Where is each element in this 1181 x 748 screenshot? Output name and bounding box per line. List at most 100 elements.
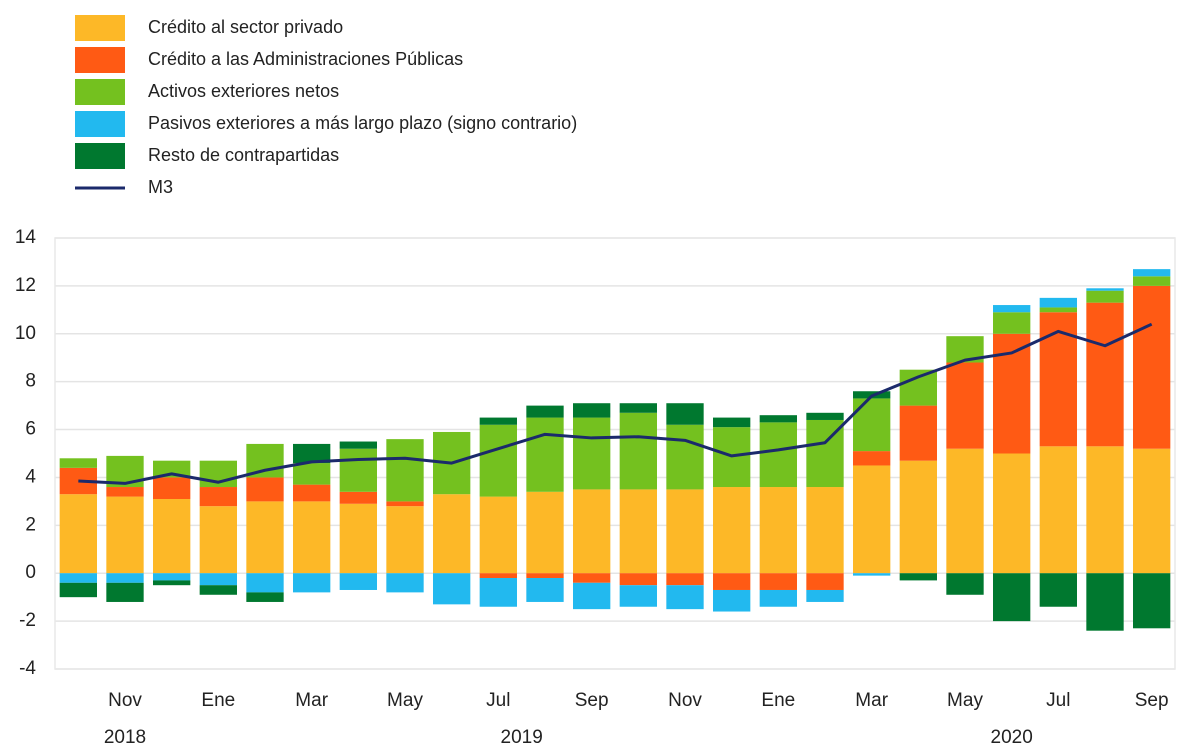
x-tick-label: Nov <box>108 690 142 711</box>
bar-segment <box>339 448 377 492</box>
bar-segment <box>59 494 97 574</box>
bar-segment <box>573 582 611 610</box>
x-tick-label: Sep <box>1135 690 1169 711</box>
bar-segment <box>293 443 331 464</box>
bar-segment <box>946 362 984 449</box>
year-label: 2019 <box>501 727 543 748</box>
x-tick-label: Ene <box>201 690 235 711</box>
bar-segment <box>339 503 377 574</box>
bar-segment <box>59 582 97 598</box>
x-tick-label: Jul <box>486 690 510 711</box>
y-tick-label: -4 <box>19 658 36 679</box>
bar-segment <box>1039 297 1077 308</box>
y-tick-label: 6 <box>25 419 36 440</box>
bar-segment <box>759 415 797 423</box>
bar-segment <box>199 585 237 595</box>
bar-segment <box>479 417 517 425</box>
bar-segment <box>759 487 797 574</box>
legend-label: M3 <box>148 177 173 197</box>
bar-segment <box>619 412 657 490</box>
legend-label: Pasivos exteriores a más largo plazo (si… <box>148 113 577 133</box>
y-tick-label: 0 <box>25 562 36 583</box>
bar-segment <box>573 573 611 583</box>
bar-segment <box>106 487 144 497</box>
bar-segment <box>526 405 564 418</box>
bar-segment <box>1086 288 1124 291</box>
bar-segment <box>479 496 517 574</box>
bar-segment <box>153 460 191 478</box>
bar-segment <box>526 491 564 574</box>
bar-segment <box>853 573 891 576</box>
bar-segment <box>666 573 704 586</box>
bar-segment <box>1086 302 1124 447</box>
bar-segment <box>526 417 564 492</box>
bar-segment <box>246 501 284 574</box>
bar-segment <box>479 424 517 497</box>
bar-segment <box>619 585 657 607</box>
bar-segment <box>526 573 564 579</box>
bar-segment <box>246 477 284 502</box>
bar-segment <box>433 494 471 574</box>
legend-label: Crédito a las Administraciones Públicas <box>148 49 463 69</box>
legend-swatch <box>75 111 125 137</box>
bar-segment <box>666 585 704 610</box>
legend-label: Crédito al sector privado <box>148 17 343 37</box>
y-tick-label: 14 <box>15 227 37 248</box>
bar-segment <box>1086 573 1124 631</box>
bar-segment <box>993 305 1031 313</box>
bar-segment <box>759 589 797 607</box>
bar-segment <box>153 580 191 586</box>
x-tick-label: Mar <box>295 690 328 711</box>
bar-segment <box>433 573 471 605</box>
plot-frame <box>54 237 1176 670</box>
bar-segment <box>1086 290 1124 303</box>
bar-segment <box>806 412 844 420</box>
bar-segment <box>339 491 377 504</box>
bar-segment <box>619 403 657 413</box>
bar-segment <box>199 506 237 574</box>
legend-swatch <box>75 143 125 169</box>
bar-segment <box>293 463 331 485</box>
bar-segment <box>339 441 377 449</box>
bar-segment <box>293 484 331 502</box>
bar-segment <box>713 589 751 612</box>
bar-segment <box>1086 446 1124 574</box>
bar-segment <box>853 451 891 466</box>
bar-segment <box>246 573 284 593</box>
x-tick-label: Ene <box>761 690 795 711</box>
x-tick-label: May <box>387 690 423 711</box>
bar-segment <box>153 498 191 574</box>
x-tick-label: Jul <box>1046 690 1070 711</box>
bar-segment <box>199 573 237 586</box>
bar-segment <box>993 453 1031 574</box>
bar-segment <box>1133 276 1171 286</box>
y-tick-label: 10 <box>15 323 36 344</box>
bar-segment <box>479 578 517 607</box>
bar-segment <box>386 439 424 502</box>
legend-label: Activos exteriores netos <box>148 81 339 101</box>
bar-segment <box>806 573 844 590</box>
bar-segment <box>59 458 97 468</box>
y-tick-label: -2 <box>19 610 36 631</box>
bar-segment <box>386 501 424 507</box>
bar-segment <box>386 573 424 593</box>
bar-segment <box>993 312 1031 334</box>
bar-segment <box>153 477 191 499</box>
bar-segment <box>713 487 751 574</box>
bar-segment <box>759 422 797 488</box>
x-tick-label: Sep <box>575 690 609 711</box>
bar-segment <box>246 443 284 478</box>
bar-segment <box>853 465 891 574</box>
legend-swatch <box>75 15 125 41</box>
bar-segment <box>339 573 377 590</box>
bar-segment <box>1133 269 1171 277</box>
legend-swatch <box>75 79 125 105</box>
y-tick-label: 12 <box>15 275 36 296</box>
bar-segment <box>993 573 1031 622</box>
bar-segment <box>806 487 844 574</box>
bar-segment <box>246 592 284 602</box>
bar-segment <box>106 496 144 574</box>
bar-segment <box>759 573 797 590</box>
bar-segment <box>573 403 611 418</box>
